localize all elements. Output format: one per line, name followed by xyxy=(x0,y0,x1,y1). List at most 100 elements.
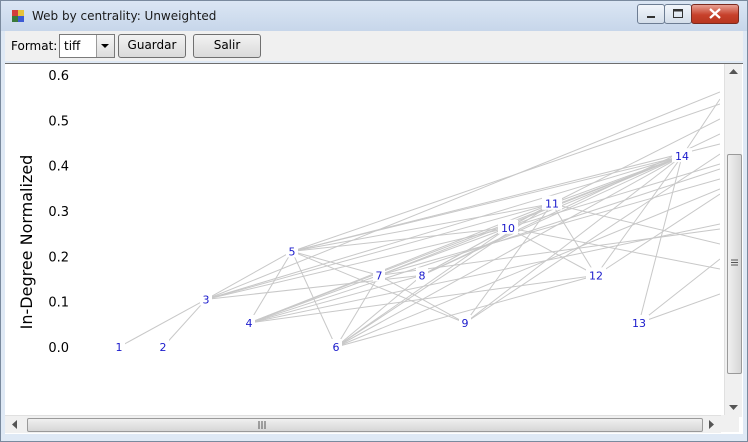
edge-line xyxy=(291,203,553,252)
edge-line xyxy=(421,133,721,276)
format-select[interactable]: tiff xyxy=(59,34,115,58)
grip-icon xyxy=(258,421,266,429)
y-axis-label: In-Degree Normalized xyxy=(17,155,36,330)
node-label-bg xyxy=(586,267,606,282)
node-label-bg xyxy=(629,314,649,329)
edge-line xyxy=(464,203,553,324)
close-button[interactable] xyxy=(691,4,739,24)
node-label-bg xyxy=(542,195,562,210)
scroll-left-icon[interactable] xyxy=(11,420,17,429)
format-label: Format: xyxy=(11,39,58,53)
edge-line xyxy=(421,155,683,276)
node-label-bg xyxy=(286,243,298,258)
edge-line xyxy=(248,274,423,324)
edge-line xyxy=(378,228,721,276)
edge-line xyxy=(507,163,721,229)
edge-line xyxy=(551,118,721,205)
scroll-down-icon[interactable] xyxy=(729,405,738,411)
maximize-button[interactable] xyxy=(664,4,692,24)
toolbar: Format: tiff Guardar Salir xyxy=(5,31,743,61)
edge-line xyxy=(638,293,721,324)
plot-area: 0.0 0.1 0.2 0.3 0.4 0.5 0.6 In-Degree Normaliz… xyxy=(5,63,743,434)
node-5: 5 xyxy=(289,245,296,258)
y-tick-label: 0.1 xyxy=(48,296,69,311)
node-7: 7 xyxy=(376,269,383,282)
node-label-bg xyxy=(200,291,212,306)
minimize-button[interactable] xyxy=(637,4,665,24)
chevron-down-icon xyxy=(101,44,109,48)
node-10: 10 xyxy=(501,222,515,235)
edge-line xyxy=(248,251,293,324)
title-bar[interactable]: Web by centrality: Unweighted xyxy=(1,1,747,31)
horizontal-scrollbar[interactable] xyxy=(5,415,721,433)
node-label-bg xyxy=(243,314,255,329)
node-9: 9 xyxy=(462,317,469,330)
node-label-bg xyxy=(459,314,471,329)
y-tick-label: 0.2 xyxy=(48,250,69,265)
edge-line xyxy=(162,299,207,348)
edge-line xyxy=(551,203,721,245)
y-tick-label: 0.6 xyxy=(48,69,69,84)
format-value: tiff xyxy=(64,39,81,53)
edge-line xyxy=(335,274,597,348)
edge-line xyxy=(335,275,380,348)
node-8: 8 xyxy=(419,269,426,282)
vertical-scroll-thumb[interactable] xyxy=(727,154,742,374)
edge-line xyxy=(205,155,683,300)
y-tick-label: 0.4 xyxy=(48,160,69,175)
edge-line xyxy=(291,143,721,252)
edge-line xyxy=(205,250,293,300)
node-3: 3 xyxy=(203,293,210,306)
app-icon xyxy=(12,10,24,22)
node-label-bg xyxy=(113,339,125,353)
edge-line xyxy=(205,91,721,300)
edge-line xyxy=(507,227,721,270)
scroll-right-icon[interactable] xyxy=(709,420,715,429)
node-2: 2 xyxy=(160,341,167,354)
node-label-bg xyxy=(498,219,518,234)
edge-line xyxy=(595,155,683,276)
node-4: 4 xyxy=(246,317,253,330)
edge-line xyxy=(205,274,423,300)
edge-line xyxy=(205,227,509,300)
edge-line xyxy=(335,227,509,348)
vertical-scrollbar[interactable] xyxy=(724,64,742,417)
edge-line xyxy=(335,274,423,348)
node-label-bg xyxy=(416,267,428,282)
scrollbar-corner xyxy=(721,415,739,432)
edge-line xyxy=(378,274,466,324)
edge-line xyxy=(681,98,721,157)
window-title: Web by centrality: Unweighted xyxy=(32,9,217,23)
y-tick-label: 0.5 xyxy=(48,114,69,129)
node-label-bg xyxy=(672,148,692,163)
node-14: 14 xyxy=(675,150,689,163)
save-button[interactable]: Guardar xyxy=(118,34,186,58)
node-6: 6 xyxy=(333,341,340,354)
edge-line xyxy=(291,250,466,324)
y-tick-label: 0.0 xyxy=(48,341,69,356)
edge-line xyxy=(551,203,597,276)
node-11: 11 xyxy=(545,198,559,211)
edge-line xyxy=(118,298,207,348)
node-label-bg xyxy=(157,339,169,353)
minimize-icon xyxy=(647,16,655,18)
node-12: 12 xyxy=(589,269,603,282)
y-axis-ticks: 0.0 0.1 0.2 0.3 0.4 0.5 0.6 xyxy=(48,69,69,356)
edge-layer xyxy=(118,91,721,348)
dropdown-button[interactable] xyxy=(96,35,114,57)
edge-line xyxy=(291,103,721,252)
edge-line xyxy=(507,155,683,229)
edge-line xyxy=(248,223,721,324)
node-label-bg xyxy=(330,339,342,353)
edge-line xyxy=(464,153,721,324)
scroll-up-icon[interactable] xyxy=(729,68,738,74)
close-icon xyxy=(709,8,721,19)
edge-line xyxy=(205,203,553,300)
edge-line xyxy=(335,188,721,348)
horizontal-scroll-thumb[interactable] xyxy=(27,418,703,432)
edge-line xyxy=(378,178,721,276)
maximize-icon xyxy=(673,9,683,18)
exit-button[interactable]: Salir xyxy=(193,34,261,58)
